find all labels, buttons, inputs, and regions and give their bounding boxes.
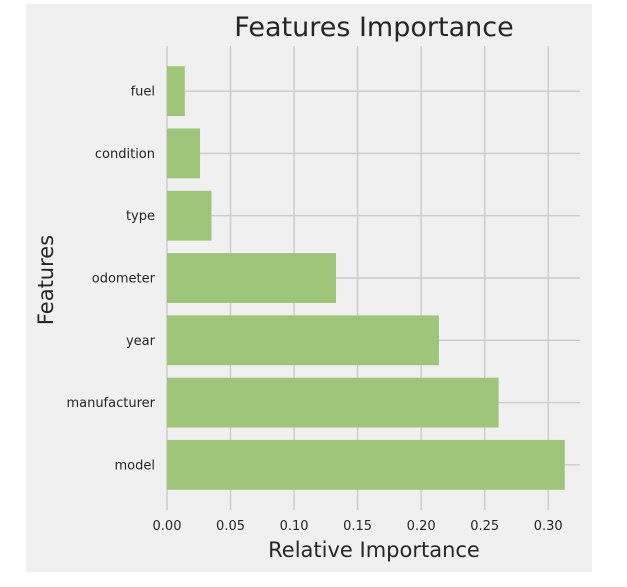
y-tick-label: manufacturer [66, 396, 155, 411]
chart-title: Features Importance [234, 12, 513, 43]
bar-model [167, 439, 565, 490]
y-tick-label: year [126, 334, 156, 349]
bar-type [167, 190, 212, 241]
x-axis-label: Relative Importance [268, 538, 480, 562]
x-tick-label: 0.15 [343, 519, 372, 534]
bar-manufacturer [167, 377, 499, 428]
bar-year [167, 315, 439, 366]
y-tick-label: type [126, 209, 155, 224]
x-tick-label: 0.10 [280, 519, 309, 534]
x-tick-label: 0.30 [534, 519, 563, 534]
bars [167, 66, 565, 490]
y-tick-label: model [115, 458, 155, 473]
bar-condition [167, 128, 201, 179]
y-tick-labels: model manufacturer year odometer type conditi… [66, 85, 155, 474]
y-axis-label: Features [34, 235, 58, 325]
x-tick-labels: 0.00 0.05 0.10 0.15 0.20 0.25 0.30 [153, 519, 563, 534]
x-tick-label: 0.20 [407, 519, 436, 534]
x-tick-label: 0.05 [216, 519, 245, 534]
x-tick-label: 0.25 [470, 519, 499, 534]
y-tick-label: condition [95, 147, 155, 162]
bar-odometer [167, 253, 337, 303]
y-tick-label: odometer [92, 272, 156, 287]
bar-fuel [167, 66, 185, 117]
y-tick-label: fuel [131, 85, 155, 100]
x-tick-label: 0.00 [153, 519, 182, 534]
